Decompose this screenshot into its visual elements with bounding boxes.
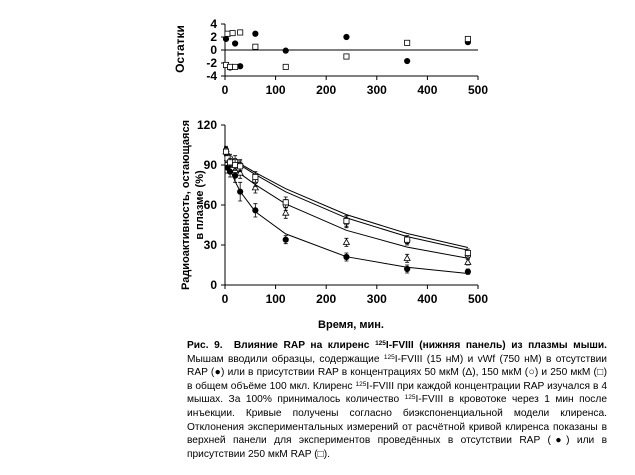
data-point	[227, 159, 234, 166]
residual-panel: Остатки 420-2-4 0 100 200 300 400 500	[173, 17, 488, 97]
data-point	[236, 168, 244, 176]
data-point	[252, 207, 259, 214]
main-y-tick-label: 90	[204, 158, 218, 172]
figure-caption: Рис. 9. Влияние RAP на клиренс 125I-FVII…	[187, 339, 607, 461]
residual-y-tick-label: 4	[210, 17, 217, 31]
residual-y-tick-label: -4	[206, 69, 217, 83]
residual-point	[343, 53, 350, 60]
residual-point	[282, 63, 289, 70]
data-point	[223, 148, 230, 155]
residual-point	[464, 35, 471, 42]
caption-title-part-a: Влияние RAP на клиренс	[233, 340, 376, 351]
fit-curve	[225, 151, 469, 248]
residual-point	[224, 30, 231, 37]
residual-y-tick-label: 0	[210, 43, 217, 57]
fit-curve	[225, 151, 469, 251]
data-point	[282, 208, 290, 216]
main-x-tick-label: 500	[468, 292, 488, 306]
data-point	[343, 217, 350, 224]
main-x-axis-label: Время, мин.	[318, 319, 384, 331]
residual-y-tick-label: -2	[206, 56, 217, 70]
caption-superscript-3: 125	[404, 394, 416, 402]
data-point	[343, 253, 350, 261]
residual-point	[237, 29, 244, 36]
residual-y-tick-label: 2	[210, 30, 217, 44]
residual-x-tick-label: 100	[266, 83, 286, 97]
residual-x-tick-label: 400	[417, 83, 437, 97]
caption-superscript-1: 125	[383, 353, 395, 361]
residual-x-tick-label: 0	[222, 83, 229, 97]
residual-point	[343, 33, 350, 41]
residual-point	[232, 63, 239, 70]
main-y-axis-label-line1: Радиоактивность, остающаяся	[180, 120, 192, 290]
data-point	[464, 249, 471, 256]
residual-point	[222, 35, 230, 43]
residual-point	[252, 43, 259, 50]
residual-point	[404, 39, 411, 46]
data-point	[342, 238, 351, 245]
caption-text-4: I-FVIII в кровотоке через 1 мин после ин…	[187, 394, 607, 460]
residual-point	[229, 30, 236, 37]
main-x-tick-label: 300	[367, 292, 387, 306]
residual-point	[282, 47, 289, 54]
main-y-axis-label-line2: в плазме (%)	[194, 170, 206, 240]
residual-point	[237, 63, 244, 70]
main-x-tick-label: 200	[316, 292, 336, 306]
caption-superscript-2: 125	[355, 380, 367, 388]
residual-point	[404, 57, 411, 65]
caption-title: Рис. 9. Влияние RAP на клиренс 125I-FVII…	[187, 340, 607, 351]
main-x-tick-label: 0	[222, 292, 229, 306]
residual-x-tick-label: 500	[468, 83, 488, 97]
caption-title-part-b: I-FVIII (нижняя панель) из плазмы мыши.	[385, 340, 607, 351]
caption-text-3: I-FVIII при каждой концентрации RAP изуч…	[187, 380, 607, 406]
caption-fig-label: Рис. 9.	[187, 340, 223, 351]
data-point	[237, 163, 244, 170]
main-y-tick-label: 0	[210, 278, 217, 292]
clearance-panel: Радиоактивность, остающаяся в плазме (%)…	[180, 118, 488, 331]
residual-y-axis-label: Остатки	[173, 25, 187, 73]
main-y-tick-label: 120	[197, 118, 217, 132]
data-point	[282, 199, 289, 206]
caption-text-2: I-FVIII (15 нМ) и vWf (750 нМ) в отсутст…	[187, 353, 607, 392]
main-y-tick-label: 60	[204, 198, 218, 212]
main-x-tick-label: 100	[266, 292, 286, 306]
data-point	[251, 183, 260, 191]
data-point	[464, 268, 471, 275]
data-point	[252, 173, 259, 180]
main-x-tick-label: 400	[417, 292, 437, 306]
residual-point	[227, 63, 234, 70]
data-point	[464, 258, 472, 265]
residual-x-tick-label: 200	[316, 83, 336, 97]
data-point	[404, 236, 411, 243]
data-point	[232, 161, 239, 168]
residual-x-tick-label: 300	[367, 83, 387, 97]
data-point	[282, 236, 289, 243]
data-point	[404, 265, 411, 273]
residual-point	[232, 40, 239, 47]
data-point	[403, 254, 411, 261]
data-point	[237, 188, 244, 195]
main-y-tick-label: 30	[204, 238, 218, 252]
caption-text-1: Мышам вводили образцы, содержащие	[187, 353, 384, 365]
data-point	[226, 168, 234, 175]
caption-title-superscript: 125	[375, 340, 386, 347]
residual-point	[252, 30, 259, 37]
